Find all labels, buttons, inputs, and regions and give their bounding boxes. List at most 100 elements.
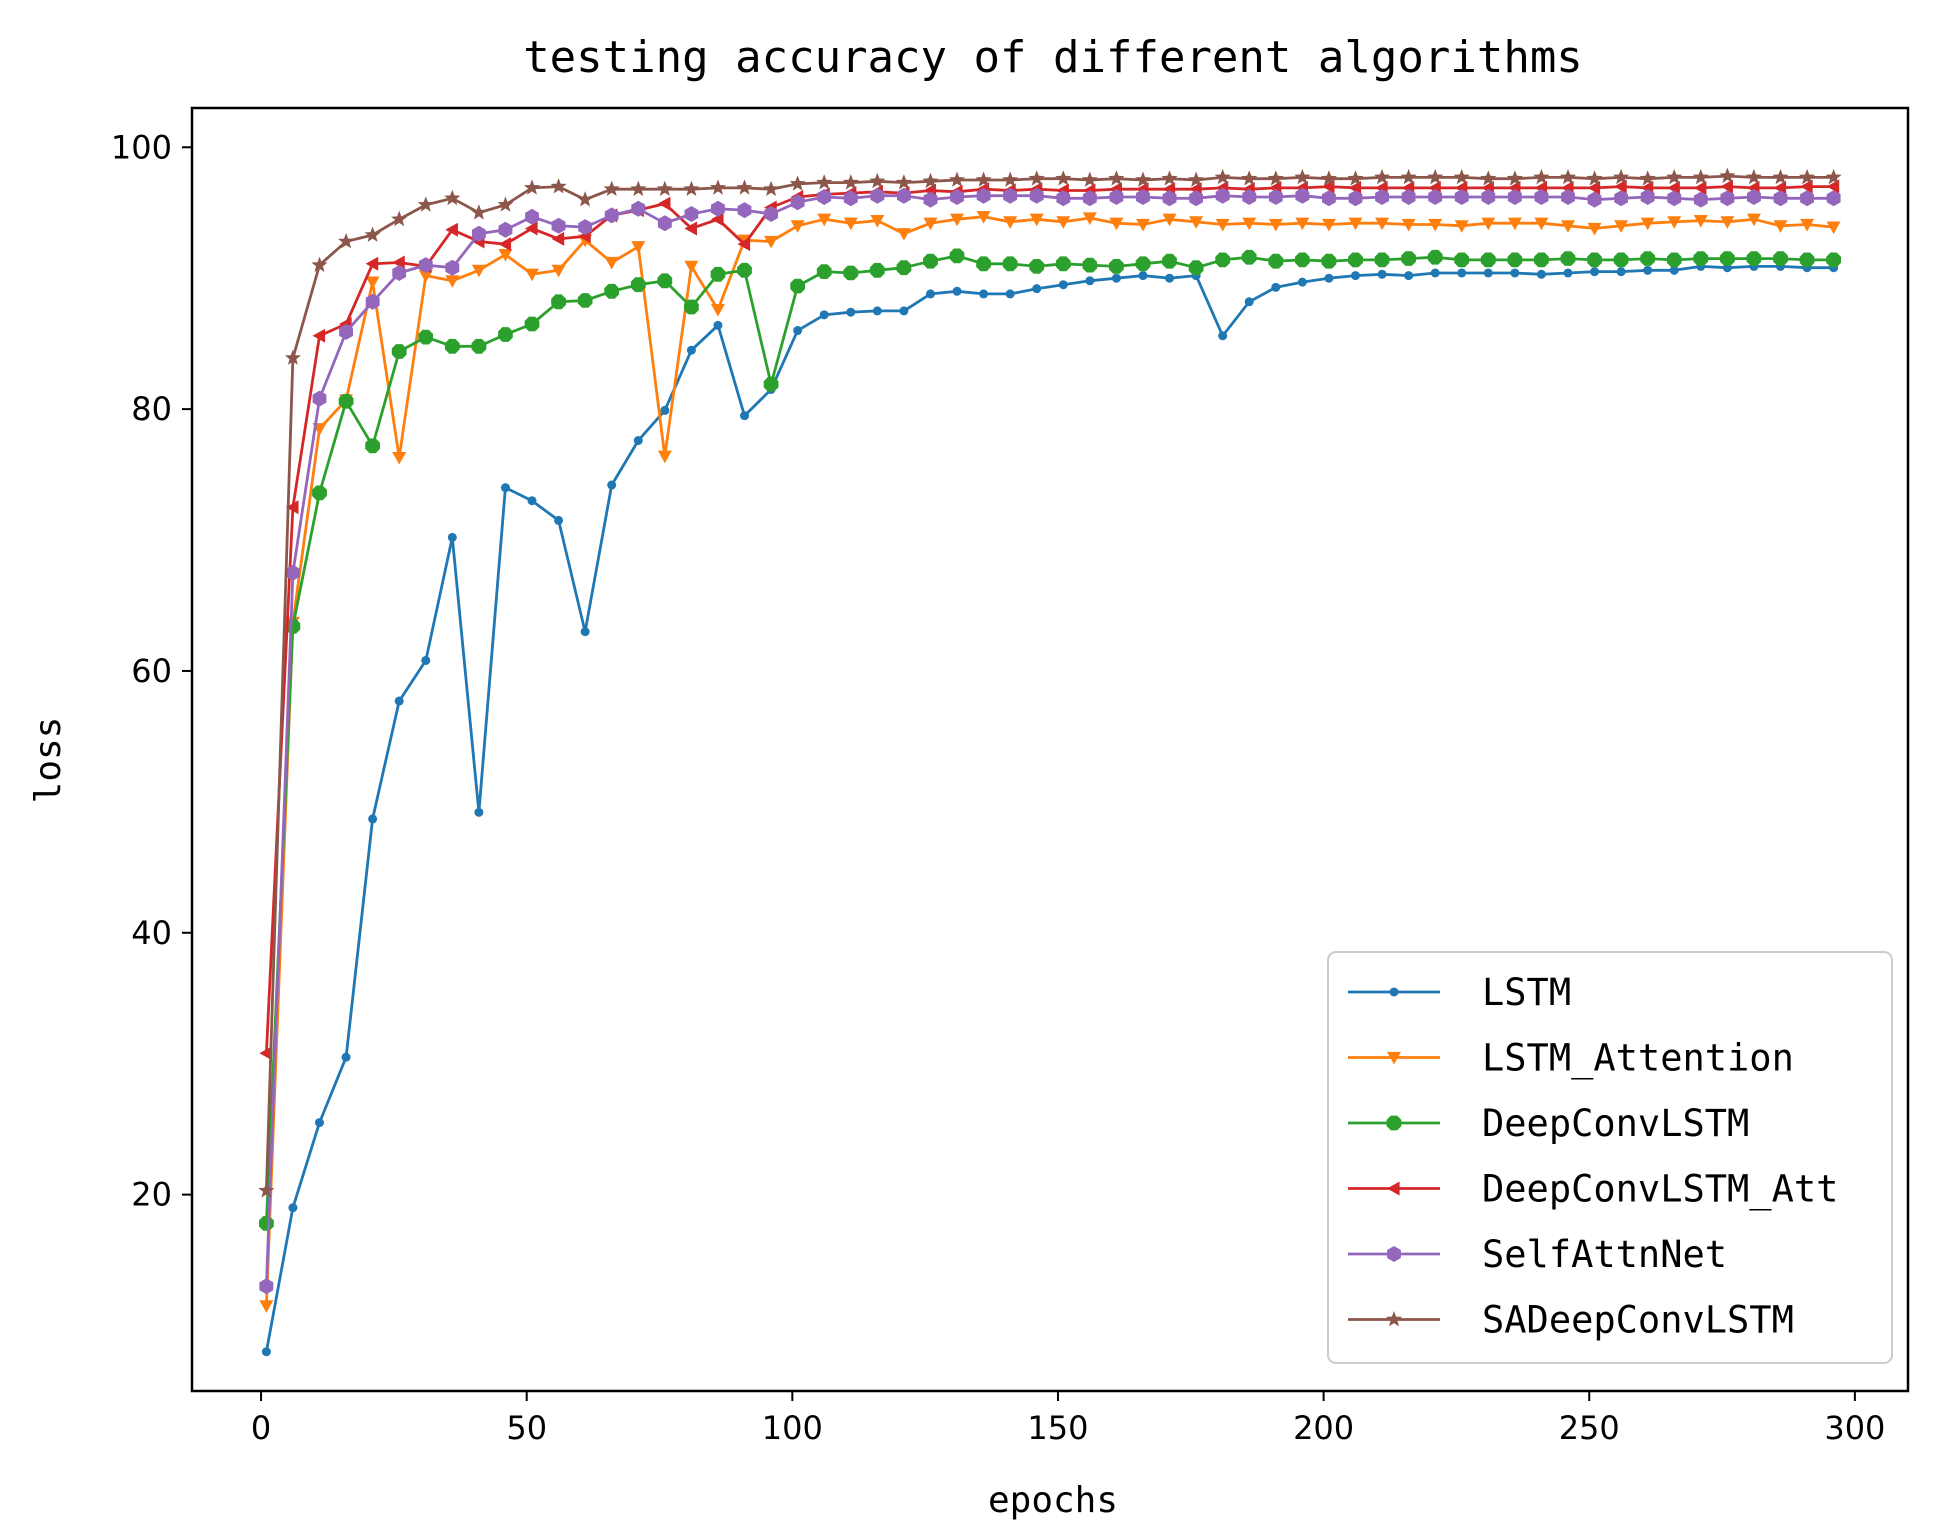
data-point-deepconvlstm [1215, 252, 1231, 268]
data-point-sadeepconvlstm [258, 1182, 275, 1198]
data-point-deepconvlstm [1055, 256, 1071, 272]
data-point-deepconvlstm [1480, 252, 1496, 268]
legend-marker-selfattnnet [1387, 1246, 1401, 1262]
data-point-lstm [1430, 268, 1440, 278]
data-point-lstm-attention [1003, 216, 1018, 229]
data-point-deepconvlstm [471, 338, 487, 354]
data-point-sadeepconvlstm [789, 175, 806, 191]
data-point-selfattnnet [684, 206, 699, 222]
data-point-lstm-attention [1401, 218, 1416, 232]
data-point-lstm-attention [764, 235, 779, 249]
data-point-lstm-attention [1135, 218, 1150, 232]
data-point-deepconvlstm [1295, 252, 1310, 268]
data-point-lstm-attention [790, 220, 805, 233]
data-point-sadeepconvlstm [311, 256, 328, 272]
plot-frame [190, 106, 1910, 1393]
data-point-selfattnnet [1428, 189, 1443, 205]
data-point-sadeepconvlstm [1453, 168, 1470, 185]
data-point-lstm [1085, 276, 1095, 286]
data-point-sadeepconvlstm [338, 233, 355, 249]
data-point-lstm [1563, 268, 1573, 278]
data-point-lstm-attention [1826, 221, 1841, 235]
data-point-lstm-attention [1667, 216, 1682, 229]
data-point-sadeepconvlstm [603, 180, 620, 196]
y-tick-label: 60 [131, 652, 172, 690]
data-point-lstm-attention [710, 304, 725, 317]
data-point-lstm-attention [392, 451, 407, 465]
data-point-lstm [474, 807, 484, 817]
data-point-lstm [261, 1347, 271, 1357]
data-point-lstm [1536, 269, 1546, 279]
data-point-deepconvlstm [1693, 251, 1709, 266]
data-point-selfattnnet [631, 200, 646, 217]
data-point-sadeepconvlstm [922, 172, 939, 189]
data-point-sadeepconvlstm [444, 189, 461, 206]
data-point-deepconvlstm-att [525, 221, 538, 236]
data-point-deepconvlstm [1560, 251, 1576, 266]
data-point-selfattnnet [1826, 190, 1841, 207]
data-point-lstm-attention [1029, 213, 1044, 227]
data-point-deepconvlstm [604, 283, 620, 299]
data-point-selfattnnet [604, 207, 619, 224]
data-point-lstm-attention [1056, 216, 1071, 229]
data-point-deepconvlstm [259, 1216, 274, 1231]
data-point-sadeepconvlstm [1241, 170, 1258, 186]
data-point-deepconvlstm [391, 344, 407, 359]
data-point-selfattnnet [976, 187, 991, 204]
x-axis-label: epochs [988, 1480, 1118, 1521]
data-point-deepconvlstm-att [259, 1046, 272, 1061]
data-point-deepconvlstm [763, 376, 779, 392]
x-tick-label: 300 [1824, 1409, 1885, 1447]
data-point-lstm [1244, 297, 1254, 307]
data-point-lstm-attention [1428, 218, 1443, 232]
data-point-deepconvlstm [1773, 251, 1788, 266]
data-point-sadeepconvlstm [1719, 167, 1736, 183]
data-point-selfattnnet [1481, 189, 1496, 205]
data-point-lstm-attention [418, 269, 433, 283]
data-point-deepconvlstm [1640, 251, 1656, 266]
data-point-lstm-attention [1082, 212, 1097, 225]
legend: LSTM LSTM_Attention DeepConvLSTM DeepConvLS… [1327, 951, 1893, 1364]
data-point-sadeepconvlstm [1745, 168, 1762, 185]
data-point-lstm [846, 307, 856, 317]
data-point-deepconvlstm [869, 262, 885, 278]
x-tick-label: 0 [251, 1409, 271, 1447]
data-point-lstm-attention [923, 217, 938, 231]
data-point-sadeepconvlstm [1347, 170, 1364, 186]
data-point-sadeepconvlstm [1161, 170, 1178, 186]
data-point-selfattnnet [312, 390, 327, 407]
data-point-lstm [713, 320, 723, 330]
data-point-lstm-attention [843, 217, 858, 231]
data-point-sadeepconvlstm [630, 180, 647, 196]
data-point-deepconvlstm-att [1667, 180, 1680, 195]
data-point-sadeepconvlstm [1081, 171, 1098, 187]
data-point-deepconvlstm [737, 262, 752, 278]
data-point-deepconvlstm [498, 327, 513, 342]
data-point-lstm-attention [525, 268, 540, 282]
data-point-selfattnnet [817, 189, 832, 205]
data-point-deepconvlstm [1454, 252, 1470, 268]
data-point-sadeepconvlstm [284, 349, 301, 365]
data-point-deepconvlstm-att [1348, 180, 1362, 195]
data-point-sadeepconvlstm [1506, 170, 1523, 186]
data-point-sadeepconvlstm [1320, 170, 1337, 186]
data-point-deepconvlstm [444, 338, 460, 354]
data-point-deepconvlstm-att [1826, 179, 1840, 194]
data-point-lstm [793, 326, 803, 336]
data-point-deepconvlstm [1321, 253, 1337, 269]
data-point-lstm-attention [1162, 213, 1177, 227]
data-point-deepconvlstm [1082, 257, 1098, 273]
data-point-deepconvlstm [790, 278, 805, 294]
data-point-lstm-attention [817, 213, 832, 227]
data-point-lstm [554, 515, 564, 525]
data-point-lstm [421, 655, 431, 665]
data-point-deepconvlstm-att [1773, 180, 1787, 195]
data-point-deepconvlstm-att [1800, 179, 1813, 194]
data-point-lstm-attention [1268, 218, 1283, 232]
data-point-deepconvlstm [1135, 256, 1151, 272]
data-point-selfattnnet [418, 257, 433, 274]
data-point-selfattnnet [764, 206, 778, 222]
data-point-deepconvlstm [1587, 252, 1602, 268]
data-point-sadeepconvlstm [1666, 168, 1683, 185]
legend-label-selfattnnet: SelfAttnNet [1482, 1233, 1727, 1276]
